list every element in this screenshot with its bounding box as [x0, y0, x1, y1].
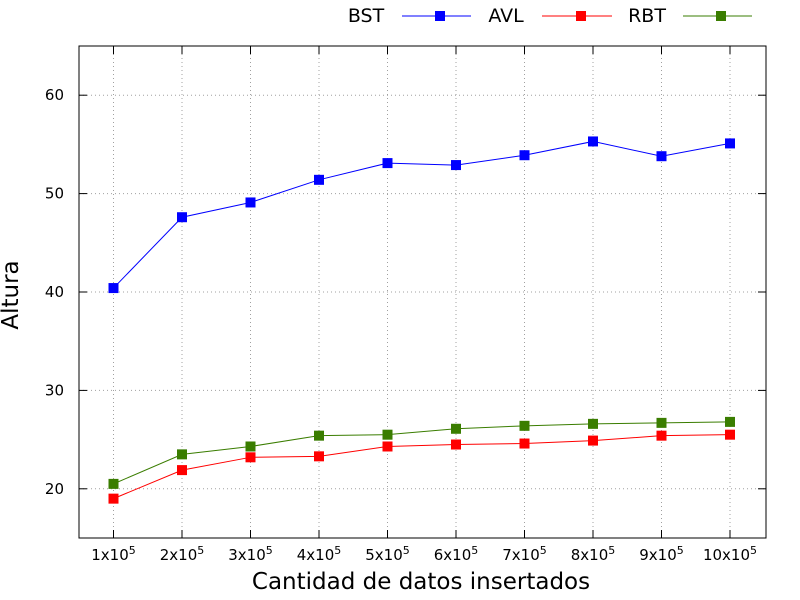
data-point-avl: [519, 438, 530, 449]
series-line-bst: [113, 140, 731, 289]
series-rbt: [108, 416, 735, 489]
x-tick-label-exponent: 5: [334, 544, 341, 557]
x-tick-label-exponent: 5: [677, 544, 684, 557]
x-tick-label: 4x105: [297, 544, 342, 564]
data-point-avl: [588, 435, 598, 446]
data-point-avl: [725, 429, 735, 440]
data-point-bst: [656, 151, 667, 162]
legend-item-bst: BST: [348, 5, 471, 27]
data-point-rbt: [519, 420, 530, 431]
legend: BST AVL RBT: [348, 5, 752, 27]
y-tick-label: 20: [45, 480, 64, 498]
x-tick-label-base: 8x10: [571, 546, 609, 564]
data-point-rbt: [382, 429, 393, 440]
x-tick-label-base: 2x10: [160, 546, 198, 564]
y-tick-label: 50: [45, 185, 64, 203]
plot-frame: [78, 45, 767, 539]
x-tick-label-exponent: 5: [540, 544, 547, 557]
x-tick-label-base: 7x10: [502, 546, 540, 564]
y-tick-label: 40: [45, 283, 64, 301]
data-point-bst: [245, 197, 256, 208]
data-point-rbt: [177, 449, 187, 460]
series-bst: [108, 136, 735, 294]
data-point-bst: [451, 160, 461, 171]
x-tick-label: 10x105: [703, 544, 757, 564]
x-tick-label-exponent: 5: [750, 544, 757, 557]
data-point-avl: [245, 452, 256, 463]
y-axis-title: Altura: [0, 260, 24, 329]
data-point-rbt: [725, 416, 735, 427]
legend-marker-rbt: [716, 11, 726, 21]
x-tick-label: 5x105: [365, 544, 410, 564]
legend-label-avl: AVL: [488, 5, 524, 27]
data-point-avl: [314, 451, 324, 462]
data-point-rbt: [245, 441, 256, 452]
data-point-rbt: [314, 430, 324, 441]
x-tick-label: 3x105: [228, 544, 273, 564]
x-tick-label-exponent: 5: [403, 544, 410, 557]
y-tick-label: 30: [45, 381, 64, 399]
x-tick-label-exponent: 5: [471, 544, 478, 557]
x-tick-label: 1x105: [91, 544, 136, 564]
series-layer: [108, 136, 735, 504]
data-point-rbt: [588, 418, 598, 429]
x-tick-label-base: 1x10: [91, 546, 129, 564]
x-tick-label-exponent: 5: [608, 544, 615, 557]
legend-marker-bst: [435, 11, 445, 21]
x-tick-label: 2x105: [160, 544, 205, 564]
data-point-rbt: [656, 417, 667, 428]
x-tick-label-exponent: 5: [129, 544, 136, 557]
x-tick-label-base: 6x10: [434, 546, 472, 564]
x-tick-label-base: 9x10: [639, 546, 677, 564]
data-point-avl: [451, 439, 461, 450]
x-tick-label-base: 3x10: [228, 546, 266, 564]
x-tick-label: 6x105: [434, 544, 479, 564]
x-tick-label: 9x105: [639, 544, 684, 564]
data-point-avl: [108, 493, 119, 504]
x-tick-label: 7x105: [502, 544, 547, 564]
data-point-bst: [108, 283, 119, 294]
legend-label-rbt: RBT: [628, 5, 666, 27]
x-axis-title: Cantidad de datos insertados: [252, 569, 590, 595]
data-point-bst: [382, 158, 393, 169]
series-line-avl: [113, 434, 731, 500]
legend-label-bst: BST: [348, 5, 385, 27]
legend-marker-avl: [576, 11, 586, 21]
x-tick-label-exponent: 5: [197, 544, 204, 557]
data-point-bst: [588, 136, 598, 147]
legend-item-rbt: RBT: [628, 5, 752, 27]
data-point-avl: [382, 441, 393, 452]
x-tick-label-base: 4x10: [297, 546, 335, 564]
x-tick-label: 8x105: [571, 544, 616, 564]
data-point-rbt: [451, 423, 461, 434]
series-avl: [108, 429, 735, 504]
y-axis: 20 30 40 50 60: [45, 86, 766, 498]
data-point-avl: [177, 465, 187, 476]
data-point-bst: [314, 174, 324, 185]
grid: [79, 46, 766, 538]
data-point-bst: [519, 150, 530, 161]
legend-item-avl: AVL: [488, 5, 612, 27]
x-tick-label-exponent: 5: [266, 544, 273, 557]
data-point-bst: [177, 212, 187, 223]
x-axis: 1x105 2x105 3x105 4x105 5x105 6x105 7x105 8x105…: [91, 46, 757, 564]
x-tick-label-base: 10x10: [703, 546, 750, 564]
data-point-avl: [656, 430, 667, 441]
data-point-bst: [725, 138, 735, 149]
data-point-rbt: [108, 478, 119, 489]
y-tick-label: 60: [45, 86, 64, 104]
x-tick-label-base: 5x10: [365, 546, 403, 564]
series-line-rbt: [113, 421, 731, 485]
